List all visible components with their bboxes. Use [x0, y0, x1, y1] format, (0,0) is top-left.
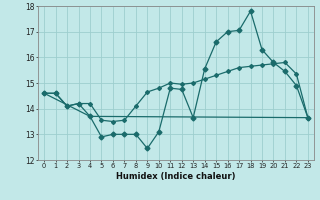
X-axis label: Humidex (Indice chaleur): Humidex (Indice chaleur) — [116, 172, 236, 181]
